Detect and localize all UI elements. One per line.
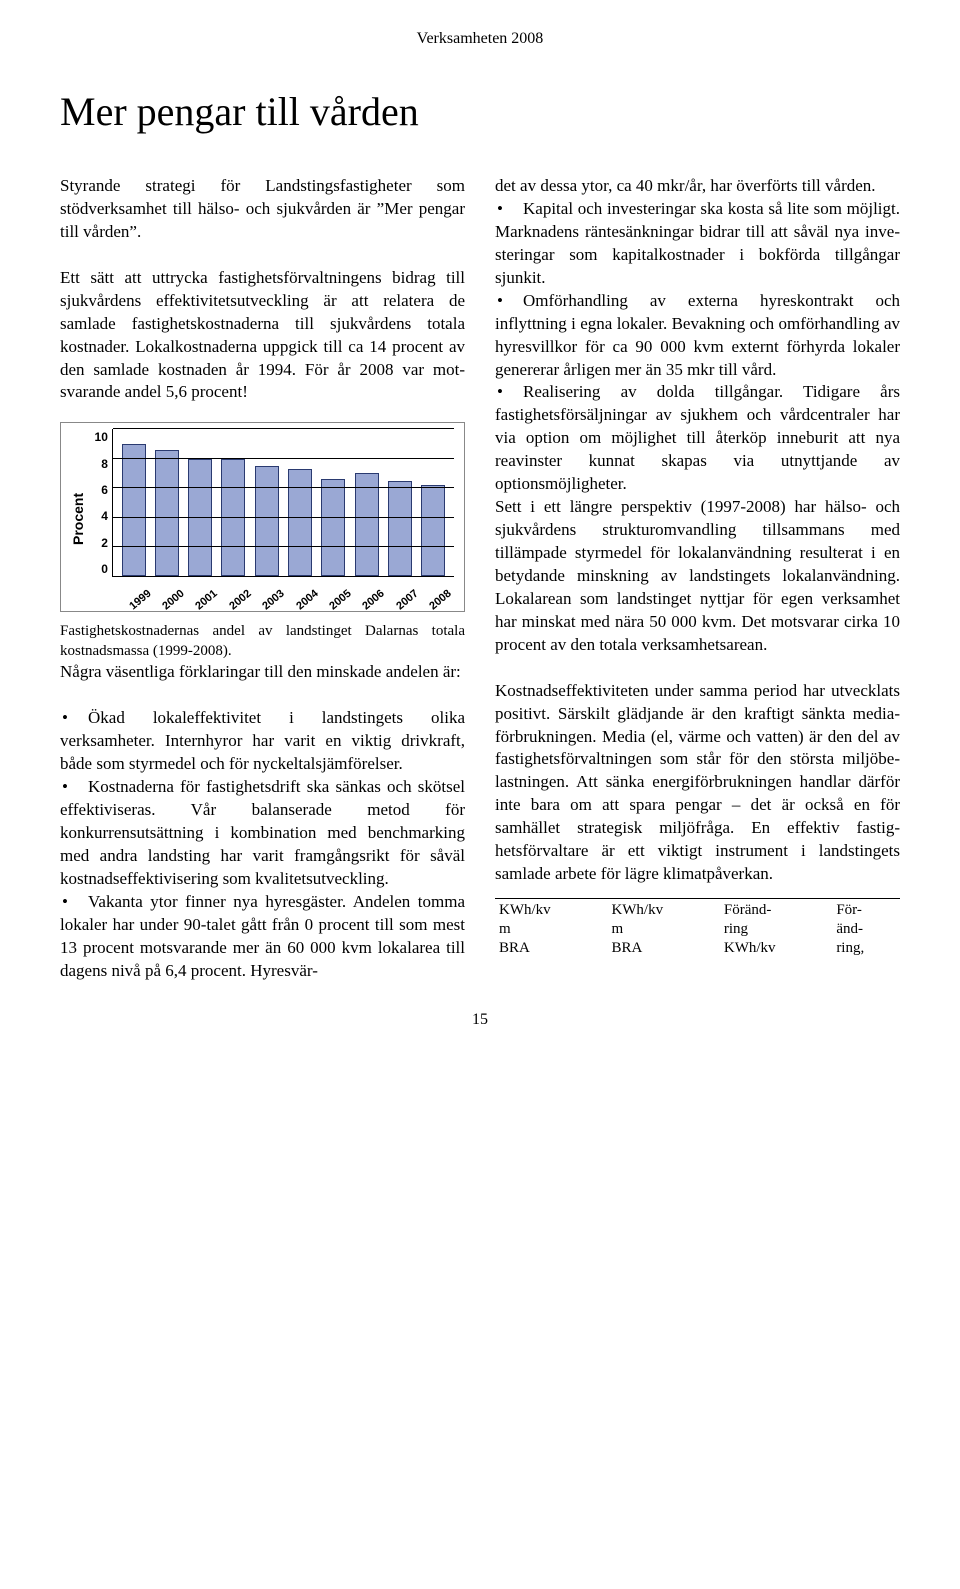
- chart-xtick: 2003: [260, 587, 288, 614]
- chart-ytick: 6: [90, 482, 108, 498]
- chart-y-label: Procent: [67, 429, 90, 609]
- right-column: det av dessa ytor, ca 40 mkr/år, har öve…: [495, 175, 900, 983]
- list-item: Omförhandling av externa hyreskon­trakt …: [495, 290, 900, 382]
- two-column-layout: Styrande strategi för Landstingsfastighe…: [60, 175, 900, 983]
- body-paragraph: Ett sätt att uttrycka fastighetsförvalt­…: [60, 267, 465, 405]
- chart-xtick: 2000: [160, 587, 188, 614]
- chart-bar: [421, 485, 445, 576]
- table-cell: För- änd- ring,: [832, 899, 900, 960]
- bullet-list: Kapital och investeringar ska kosta så l…: [495, 198, 900, 657]
- chart-xtick: 2007: [393, 587, 421, 614]
- chart-bar: [388, 481, 412, 577]
- chart-bar: [155, 450, 179, 576]
- list-item-text: Kapital och investeringar ska kosta så l…: [495, 199, 900, 287]
- chart-xtick: 2008: [427, 587, 455, 614]
- chart-xtick: 2001: [193, 587, 221, 614]
- chart-xtick: 1999: [126, 587, 154, 614]
- list-item-text: Vakanta ytor finner nya hyresgäster.: [88, 892, 346, 911]
- continuation-paragraph: det av dessa ytor, ca 40 mkr/år, har öve…: [495, 175, 900, 198]
- chart-bar: [221, 459, 245, 577]
- chart-bar: [355, 473, 379, 576]
- list-item-text: Ökad lokaleffektivitet i landstingets ol…: [60, 708, 465, 773]
- table-cell: Föränd- ring KWh/kv: [720, 899, 832, 960]
- list-item-text: Sett i ett längre perspektiv (1997-2008)…: [495, 497, 900, 654]
- chart-bar: [321, 479, 345, 576]
- chart-ytick: 2: [90, 535, 108, 551]
- chart-plot-area: [112, 429, 454, 577]
- chart-ytick: 8: [90, 456, 108, 472]
- chart-ytick: 0: [90, 561, 108, 577]
- table-cell: KWh/kv m BRA: [607, 899, 719, 960]
- chart-x-axis: 1999200020012002200320042005200620072008: [90, 577, 454, 609]
- chart-bar: [188, 459, 212, 577]
- left-column: Styrande strategi för Landstingsfastighe…: [60, 175, 465, 983]
- table-cell: KWh/kv m BRA: [495, 899, 607, 960]
- chart-caption: Fastighetskostnadernas andel av landstin…: [60, 622, 465, 661]
- list-item-text: Omförhandling av externa hyreskon­trakt …: [495, 291, 900, 379]
- chart-xtick: 2002: [226, 587, 254, 614]
- chart-xtick: 2004: [293, 587, 321, 614]
- chart-ytick: 4: [90, 508, 108, 524]
- list-item: Kapital och investeringar ska kosta så l…: [495, 198, 900, 290]
- chart-xtick: 2005: [327, 587, 355, 614]
- list-item-text: Realisering av dolda tillgångar.: [523, 382, 783, 401]
- page-title: Mer pengar till vården: [60, 88, 900, 135]
- page-number: 15: [60, 1011, 900, 1029]
- list-item-text: Kostnaderna för fastighetsdrift ska sänk…: [60, 777, 465, 888]
- list-item: Kostnaderna för fastighetsdrift ska sänk…: [60, 776, 465, 891]
- chart-bar: [288, 469, 312, 576]
- chart-bars: [113, 429, 454, 576]
- chart-frame: Procent 0 2 4 6 8 10 199920002001200220032004…: [60, 422, 465, 612]
- intro-paragraph: Styrande strategi för Landstingsfastighe…: [60, 175, 465, 244]
- chart-bar: [122, 444, 146, 576]
- bullet-list: Ökad lokaleffektivitet i landstingets ol…: [60, 707, 465, 982]
- chart-bar: [255, 466, 279, 576]
- list-item: Realisering av dolda tillgångar. Tidigar…: [495, 381, 900, 656]
- body-paragraph: Några väsentliga förklaringar till den m…: [60, 661, 465, 684]
- table-row: KWh/kv m BRA KWh/kv m BRA Föränd- ring K…: [495, 899, 900, 960]
- page-header: Verksamheten 2008: [60, 30, 900, 48]
- list-item: Ökad lokaleffektivitet i landstingets ol…: [60, 707, 465, 776]
- body-paragraph: Kostnadseffektiviteten under samma perio…: [495, 680, 900, 886]
- chart-xtick: 2006: [360, 587, 388, 614]
- data-table: KWh/kv m BRA KWh/kv m BRA Föränd- ring K…: [495, 898, 900, 959]
- chart-y-axis: 0 2 4 6 8 10: [90, 429, 112, 577]
- list-item: Vakanta ytor finner nya hyresgäster. And…: [60, 891, 465, 983]
- bar-chart: Procent 0 2 4 6 8 10 199920002001200220032004…: [60, 422, 465, 612]
- chart-ytick: 10: [90, 429, 108, 445]
